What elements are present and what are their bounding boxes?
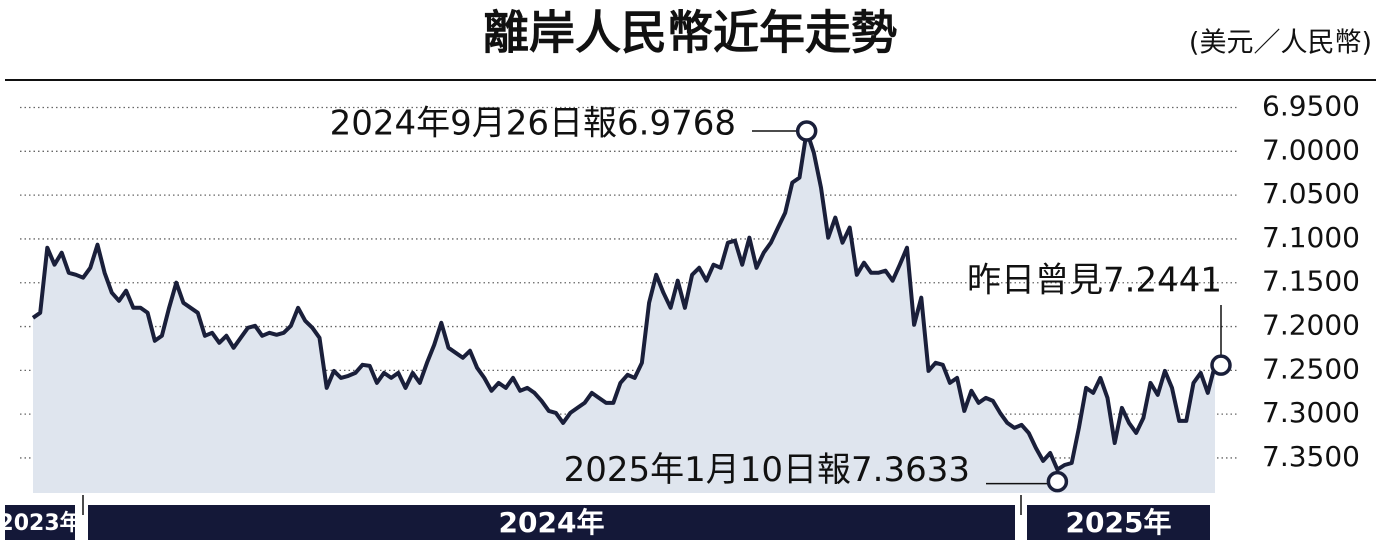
- area: [33, 131, 1215, 493]
- period-label: 2025年: [1066, 506, 1172, 539]
- y-tick-label: 7.0000: [1262, 133, 1360, 166]
- y-tick-label: 7.1500: [1262, 265, 1360, 298]
- y-tick-label: 7.0500: [1262, 177, 1360, 210]
- period-band: [5, 505, 75, 540]
- annotation: 2024年9月26日報6.9768: [330, 104, 736, 144]
- y-tick-label: 7.1000: [1262, 221, 1360, 254]
- y-tick-label: 7.2500: [1262, 352, 1360, 385]
- period-band: [88, 505, 1015, 540]
- annotation-point: [795, 120, 818, 142]
- y-tick-label: 7.3500: [1262, 440, 1360, 473]
- chart-title: 離岸人民幣近年走勢: [483, 6, 897, 60]
- y-tick-label: 6.9500: [1262, 90, 1360, 123]
- period-label: 2023年: [0, 510, 82, 536]
- line: [31, 129, 1217, 472]
- y-tick-label: 7.2000: [1262, 309, 1360, 342]
- period-band: [1027, 505, 1210, 540]
- annotation: 昨日曾見7.2441: [967, 261, 1222, 301]
- annotation: 2025年1月10日報7.3633: [564, 450, 970, 490]
- y-tick-label: 7.3000: [1262, 396, 1360, 429]
- annotation-point: [1046, 470, 1069, 493]
- annotation-point: [1210, 354, 1232, 376]
- period-label: 2024年: [499, 506, 605, 539]
- unit-label: (美元／人民幣): [1189, 28, 1372, 59]
